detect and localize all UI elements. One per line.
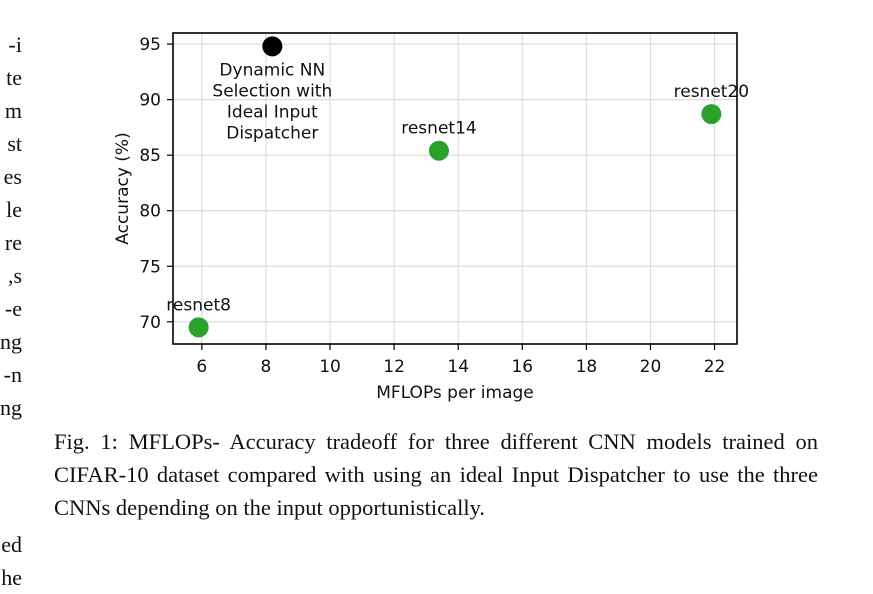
point-label: Ideal Input bbox=[227, 102, 318, 122]
axis-ticks: 6 8 10 12 14 16 18 20 22 70 75 80 85 90 95 bbox=[139, 35, 725, 377]
left-column-line: he bbox=[1, 565, 22, 590]
data-point bbox=[188, 317, 209, 338]
left-column-line: ng bbox=[0, 395, 22, 420]
x-tick-label: 18 bbox=[576, 357, 598, 377]
point-label: resnet8 bbox=[166, 295, 231, 315]
left-column-line: ng bbox=[0, 329, 22, 354]
point-label: Dynamic NN bbox=[219, 60, 325, 80]
left-column-line: es bbox=[3, 164, 22, 189]
left-column-line: n- bbox=[3, 362, 22, 387]
left-column-line: m bbox=[4, 98, 22, 123]
left-column-line: te bbox=[6, 65, 22, 90]
y-tick-label: 95 bbox=[139, 35, 161, 55]
plot-area-frame bbox=[172, 32, 738, 345]
left-column-line: i- bbox=[8, 32, 22, 57]
x-tick-label: 8 bbox=[261, 357, 272, 377]
y-axis-title: Accuracy (%) bbox=[113, 132, 133, 244]
left-column-line: ed bbox=[1, 532, 22, 557]
point-label: resnet14 bbox=[401, 119, 476, 139]
left-column-text-fragment: i-te m st es le re s, e-ng n-ng bbox=[0, 28, 22, 424]
data-point bbox=[262, 36, 283, 57]
left-column-line: e- bbox=[4, 296, 22, 321]
figure-caption: Fig. 1: MFLOPs- Accuracy tradeoff for th… bbox=[54, 429, 818, 520]
y-tick-label: 90 bbox=[139, 91, 161, 111]
y-tick-label: 80 bbox=[139, 202, 161, 222]
point-label: Selection with bbox=[212, 81, 332, 101]
x-tick-label: 20 bbox=[640, 357, 662, 377]
point-label: resnet20 bbox=[674, 82, 749, 102]
x-tick-label: 12 bbox=[383, 357, 405, 377]
x-axis-title: MFLOPs per image bbox=[376, 383, 534, 403]
left-column-line: st bbox=[7, 131, 22, 156]
data-point bbox=[701, 104, 722, 125]
x-tick-label: 22 bbox=[704, 357, 726, 377]
y-tick-label: 70 bbox=[139, 313, 161, 333]
y-tick-label: 85 bbox=[139, 146, 161, 166]
left-column-line: re bbox=[4, 230, 22, 255]
left-column-text-fragment-bottom: ed he bbox=[0, 528, 22, 594]
x-tick-label: 16 bbox=[511, 357, 533, 377]
x-tick-label: 10 bbox=[319, 357, 341, 377]
x-tick-label: 14 bbox=[447, 357, 469, 377]
point-label: Dispatcher bbox=[226, 123, 318, 143]
y-tick-label: 75 bbox=[139, 257, 161, 277]
x-tick-label: 6 bbox=[196, 357, 207, 377]
left-column-line: le bbox=[6, 197, 22, 222]
data-points: resnet8 resnet14 resnet20 Dynamic NNSelecti… bbox=[166, 36, 749, 338]
data-point bbox=[428, 140, 449, 161]
left-column-line: s, bbox=[7, 263, 22, 288]
